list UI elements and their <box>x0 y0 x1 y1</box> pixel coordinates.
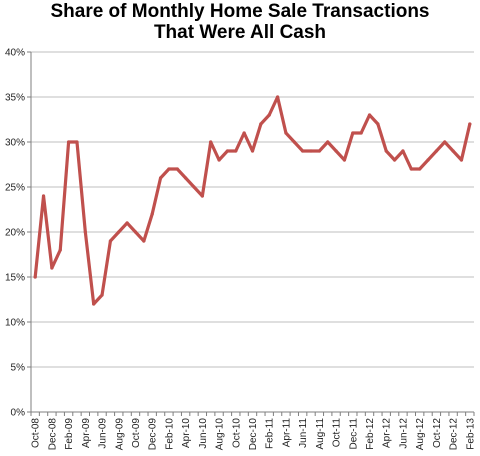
data-point <box>225 149 230 153</box>
data-point <box>242 131 246 135</box>
x-tick-label: Feb-13 <box>465 418 476 450</box>
data-point <box>376 122 380 126</box>
x-tick-label: Oct-09 <box>131 418 142 448</box>
data-point <box>92 302 96 306</box>
y-tick-label: 30% <box>5 138 25 149</box>
data-point <box>67 140 71 144</box>
data-point <box>275 95 280 99</box>
x-tick-label: Feb-10 <box>164 418 175 450</box>
x-tick-label: Dec-08 <box>47 418 58 451</box>
data-point <box>150 212 154 216</box>
data-point <box>142 239 146 243</box>
x-tick-label: Feb-11 <box>265 418 276 449</box>
y-tick-label: 25% <box>5 183 25 194</box>
data-point <box>41 194 46 198</box>
x-tick-label: Aug-09 <box>114 418 125 451</box>
data-point <box>259 122 263 126</box>
data-point <box>100 293 104 297</box>
data-point <box>200 194 204 198</box>
data-point <box>326 140 330 144</box>
data-point <box>117 230 121 234</box>
data-point <box>192 185 196 189</box>
y-tick-label: 15% <box>5 273 25 284</box>
data-point <box>468 122 472 126</box>
x-tick-label: Aug-10 <box>215 418 226 451</box>
x-tick-label: Jun-10 <box>198 418 209 449</box>
data-point <box>418 167 422 171</box>
data-point <box>359 131 363 135</box>
x-tick-label: Oct-11 <box>332 418 343 448</box>
y-tick-label: 0% <box>11 408 26 419</box>
data-point <box>158 176 163 180</box>
data-point <box>58 248 62 252</box>
x-tick-label: Oct-12 <box>432 418 443 448</box>
data-point <box>409 167 413 171</box>
data-point <box>384 149 388 153</box>
data-point <box>267 113 271 117</box>
data-point <box>392 158 397 162</box>
data-point <box>108 239 113 243</box>
chart-title-line-1: Share of Monthly Home Sale Transactions <box>50 1 430 22</box>
data-point <box>426 158 430 162</box>
data-point <box>301 149 305 153</box>
x-tick-label: Aug-11 <box>315 418 326 450</box>
data-point <box>334 149 338 153</box>
data-point <box>234 149 238 153</box>
x-tick-label: Jun-11 <box>298 418 309 448</box>
y-tick-label: 40% <box>5 48 25 59</box>
data-point <box>351 131 355 135</box>
data-point <box>83 230 87 234</box>
x-tick-label: Oct-10 <box>231 418 242 448</box>
data-point <box>309 149 313 153</box>
x-tick-label: Aug-12 <box>415 418 426 451</box>
x-tick-label: Dec-11 <box>348 418 359 450</box>
data-point <box>459 158 464 162</box>
data-point <box>133 230 138 234</box>
data-point <box>33 275 37 279</box>
data-point <box>367 113 372 117</box>
data-point <box>209 140 213 144</box>
y-tick-label: 5% <box>11 363 26 374</box>
data-point <box>401 149 405 153</box>
x-tick-label: Dec-10 <box>248 418 259 451</box>
x-tick-label: Dec-12 <box>449 418 460 451</box>
data-point <box>250 149 255 153</box>
x-tick-label: Dec-09 <box>148 418 159 451</box>
y-tick-label: 35% <box>5 93 25 104</box>
x-tick-label: Apr-10 <box>181 418 192 448</box>
series-line <box>33 95 472 306</box>
data-point <box>125 221 129 225</box>
x-tick-label: Jun-12 <box>398 418 409 449</box>
data-point <box>292 140 296 144</box>
data-point <box>317 149 321 153</box>
data-point <box>342 158 347 162</box>
data-point <box>284 131 288 135</box>
data-point <box>184 176 188 180</box>
y-tick-label: 20% <box>5 228 25 239</box>
data-point <box>167 167 171 171</box>
x-tick-label: Apr-12 <box>382 418 393 448</box>
x-tick-label: Feb-09 <box>64 418 75 450</box>
x-tick-label: Jun-09 <box>98 418 109 449</box>
chart-title: Share of Monthly Home Sale Transactions … <box>0 1 480 43</box>
y-tick-label: 10% <box>5 318 25 329</box>
data-point <box>451 149 455 153</box>
x-tick-label: Oct-08 <box>31 418 42 448</box>
chart-title-line-2: That Were All Cash <box>153 22 327 43</box>
data-point <box>75 140 79 144</box>
data-point <box>217 158 221 162</box>
x-tick-label: Apr-11 <box>281 418 292 448</box>
data-point <box>175 167 179 171</box>
x-tick-label: Feb-12 <box>365 418 376 450</box>
data-point <box>434 149 438 153</box>
data-point <box>50 266 54 270</box>
data-point <box>443 140 447 144</box>
x-tick-label: Apr-09 <box>81 418 92 448</box>
